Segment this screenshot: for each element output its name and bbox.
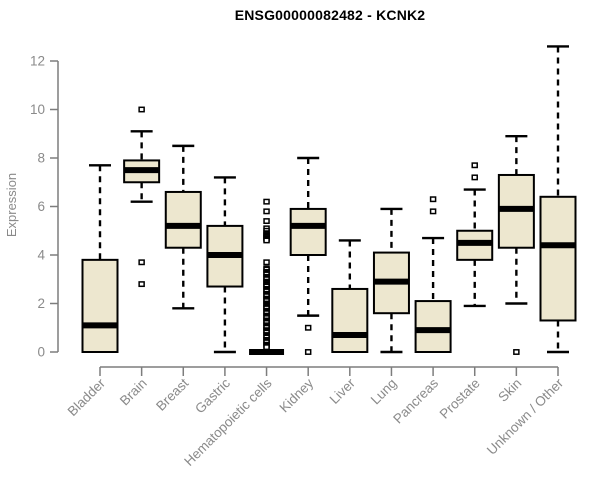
y-axis: 0 2 4 6 8 10 12 bbox=[30, 54, 59, 360]
box-group-hematopoietic-cells bbox=[249, 198, 285, 355]
outlier-point bbox=[304, 349, 312, 355]
box-group-skin bbox=[497, 134, 535, 355]
x-category-label-unknown-other: Unknown / Other bbox=[484, 375, 567, 458]
outlier-point bbox=[263, 198, 270, 205]
x-category-label-brain: Brain bbox=[117, 376, 150, 409]
box-rect bbox=[414, 300, 452, 354]
y-tick-label: 6 bbox=[37, 199, 45, 214]
box-rect bbox=[81, 258, 119, 354]
box-group-unknown-other bbox=[539, 45, 577, 354]
y-tick-label: 0 bbox=[37, 345, 45, 360]
outlier-point bbox=[263, 237, 270, 244]
outlier-point bbox=[471, 162, 478, 169]
box-group-kidney bbox=[289, 156, 327, 355]
box-rect bbox=[164, 190, 202, 249]
outlier-point bbox=[513, 349, 520, 355]
box-rect bbox=[539, 195, 577, 322]
box-group-prostate bbox=[456, 162, 494, 308]
box-group-gastric bbox=[206, 176, 244, 354]
outlier-point bbox=[263, 344, 270, 351]
outlier-point bbox=[138, 281, 145, 288]
x-category-label-kidney: Kidney bbox=[277, 375, 317, 415]
y-tick-label: 8 bbox=[37, 151, 45, 166]
x-category-label-liver: Liver bbox=[327, 375, 359, 407]
x-category-label-gastric: Gastric bbox=[192, 375, 233, 416]
y-tick-label: 4 bbox=[37, 248, 45, 263]
outlier-point bbox=[263, 218, 270, 225]
box-rect bbox=[331, 287, 369, 354]
x-category-label-pancreas: Pancreas bbox=[390, 375, 441, 426]
y-tick-label: 10 bbox=[30, 102, 45, 117]
outlier-point bbox=[263, 208, 270, 215]
y-tick-label: 2 bbox=[37, 296, 45, 311]
outlier-point bbox=[138, 106, 145, 113]
box-group-liver bbox=[331, 239, 369, 354]
outlier-point bbox=[304, 324, 312, 331]
x-category-label-skin: Skin bbox=[495, 376, 524, 405]
box-group-lung bbox=[372, 207, 410, 354]
box-group-breast bbox=[164, 144, 202, 310]
outlier-point bbox=[429, 208, 437, 215]
x-category-label-lung: Lung bbox=[368, 376, 400, 408]
box-group-bladder bbox=[81, 164, 119, 354]
chart-title: ENSG00000082482 - KCNK2 bbox=[234, 7, 426, 23]
x-category-label-bladder: Bladder bbox=[65, 375, 109, 419]
y-tick-label: 12 bbox=[30, 54, 45, 69]
box-rect bbox=[289, 207, 327, 257]
x-category-label-breast: Breast bbox=[153, 375, 191, 413]
box-group-brain bbox=[123, 106, 161, 288]
outlier-point bbox=[429, 196, 437, 203]
x-category-label-prostate: Prostate bbox=[437, 376, 483, 422]
outlier-point bbox=[471, 174, 478, 181]
outlier-point bbox=[263, 259, 270, 266]
outlier-point bbox=[138, 259, 145, 266]
box-group-pancreas bbox=[414, 196, 452, 354]
